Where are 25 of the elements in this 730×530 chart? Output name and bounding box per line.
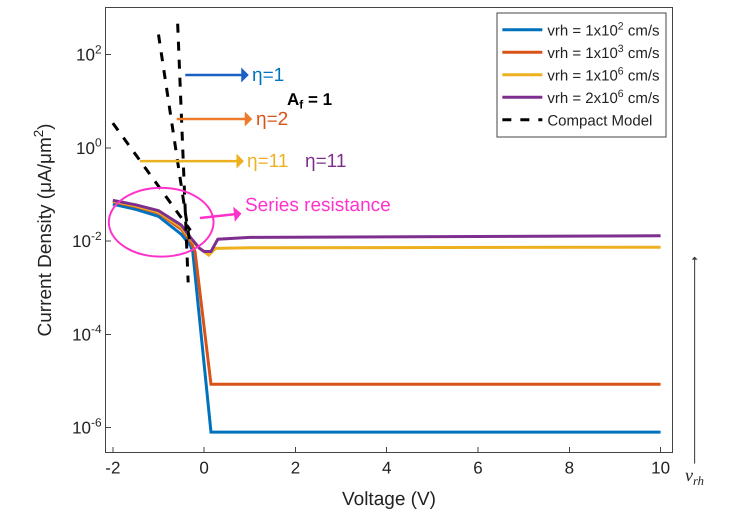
- y-tick-label: 10$^{0}$: [76, 136, 102, 158]
- y-tick-label: 10$^{-4}$: [72, 322, 102, 344]
- y-tick-label: 10$^{2}$: [76, 42, 102, 65]
- legend-label: Compact Model: [547, 112, 652, 130]
- annotation: η=11: [247, 151, 288, 172]
- annotation: A$_{f}$ = 1: [287, 90, 332, 112]
- annotation: η=2: [256, 109, 288, 130]
- x-tick-label: 10: [651, 458, 670, 478]
- y-tick-label: 10$^{-2}$: [72, 228, 102, 252]
- x-tick-label: 6: [473, 458, 483, 478]
- annotation: η=1: [252, 65, 284, 86]
- y-tick-label: 10$^{-6}$: [72, 415, 102, 438]
- annotation: Series resistance: [245, 195, 391, 216]
- x-tick-label: 0: [199, 458, 209, 478]
- x-tick-label: 8: [564, 458, 574, 478]
- x-tick-label: 4: [382, 458, 392, 478]
- legend-label: vrh = 1x10$^{2}$ cm/s: [547, 20, 660, 40]
- legend-label: vrh = 1x10$^{6}$ cm/s: [547, 65, 660, 85]
- text: v$_{rh}$: [685, 465, 704, 488]
- x-axis-title: Voltage (V): [342, 489, 436, 510]
- annotation: η=11: [305, 151, 346, 172]
- legend-label: vrh = 1x10$^{3}$ cm/s: [547, 42, 660, 62]
- legend-label: vrh = 2x10$^{6}$ cm/s: [547, 88, 660, 108]
- x-tick-label: -2: [105, 458, 120, 478]
- x-tick-label: 2: [290, 458, 300, 478]
